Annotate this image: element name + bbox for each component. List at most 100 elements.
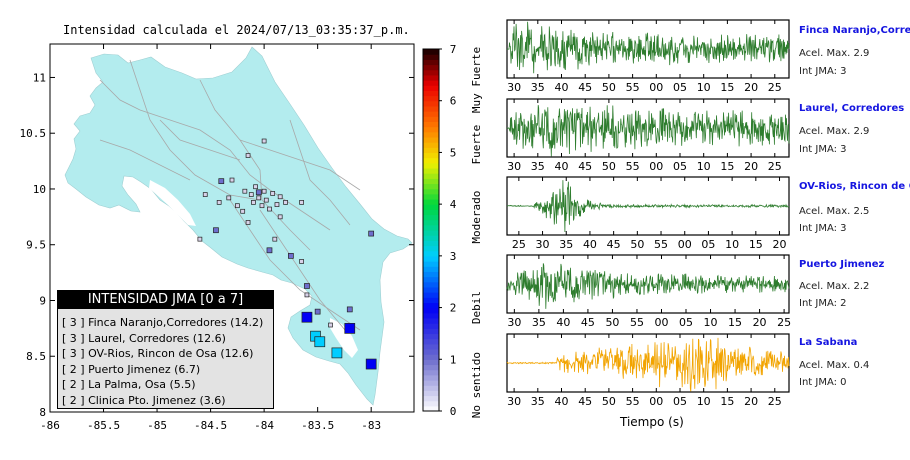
trace-tick-label: 05 [679, 316, 693, 329]
colorbar-band [423, 271, 439, 278]
legend-row: [ 2 ] Puerto Jimenez (6.7) [62, 362, 201, 376]
trace-tick-label: 20 [753, 316, 767, 329]
colorbar-band [423, 162, 439, 169]
trace-tick-label: 55 [626, 81, 640, 94]
station-marker [314, 336, 326, 348]
time-axis-title: Tiempo (s) [620, 415, 684, 429]
trace-tick-label: 40 [556, 316, 570, 329]
trace-tick-label: 50 [602, 160, 616, 173]
trace-tick-label: 15 [720, 160, 734, 173]
colorbar-band [423, 80, 439, 86]
colorbar-zone-label: No sentido [470, 352, 483, 418]
station-marker [202, 192, 208, 197]
nicoya-gulf [149, 180, 196, 226]
station-marker [304, 292, 310, 298]
colorbar-tick-label: 2 [450, 302, 457, 315]
trace-tick-label: 35 [531, 160, 545, 173]
station-name: Puerto Jimenez [799, 259, 885, 270]
trace-tick-label: 20 [773, 238, 787, 251]
station-marker [365, 358, 377, 370]
colorbar-band [423, 126, 439, 133]
colorbar-band [423, 54, 439, 60]
colorbar-band [423, 95, 439, 102]
colorbar-band [423, 157, 439, 164]
y-tick-label: 9.5 [26, 239, 46, 252]
trace-tick-label: 00 [678, 238, 692, 251]
trace-tick-label: 30 [536, 238, 550, 251]
colorbar-band [423, 69, 439, 76]
station-marker [235, 203, 240, 209]
colorbar-band [423, 364, 439, 371]
colorbar-band [423, 209, 439, 216]
trace-tick-label: 35 [531, 395, 545, 408]
station-intensity: Int JMA: 2 [799, 298, 847, 309]
colorbar-band [423, 90, 439, 97]
road [199, 79, 311, 251]
trace-tick-label: 45 [607, 238, 621, 251]
colorbar-tick-label: 1 [450, 353, 457, 366]
station-name: Laurel, Corredores [799, 103, 905, 114]
legend-row: [ 3 ] Laurel, Corredores (12.6) [62, 331, 226, 345]
station-name: Finca Naranjo,Corredores [799, 25, 910, 36]
colorbar-band [423, 136, 439, 143]
waveform-line [506, 180, 790, 233]
road [289, 119, 351, 226]
station-marker [263, 197, 269, 203]
trace-tick-label: 50 [630, 238, 644, 251]
road [259, 209, 346, 331]
colorbar-band [423, 64, 439, 71]
trace-tick-label: 45 [578, 81, 592, 94]
trace-tick-label: 15 [728, 316, 742, 329]
trace-tick-label: 10 [697, 395, 711, 408]
station-accel: Acel. Max. 0.4 [799, 360, 870, 371]
waveform-line [506, 21, 790, 74]
trace-tick-label: 45 [581, 316, 595, 329]
y-tick-label: 8.5 [26, 350, 46, 363]
trace-tick-label: 35 [559, 238, 573, 251]
colorbar-band [423, 400, 439, 407]
map-axis-ticks: -86 -85.5 -85 -84.5 -84 -83.5 -83 8 8.5 9 9.5 10 10.… [20, 44, 414, 432]
trace-tick-label: 40 [555, 160, 569, 173]
waveform-line [506, 105, 790, 157]
trace-tick-label: 15 [749, 238, 763, 251]
colorbar-band [423, 354, 439, 360]
station-marker [266, 247, 273, 254]
colorbar-tick-label: 5 [450, 146, 457, 159]
colorbar-band [423, 219, 439, 226]
x-tick-label: -84 [254, 419, 274, 432]
station-marker [277, 214, 283, 220]
colorbar-band [423, 374, 439, 381]
trace-tick-label: 30 [507, 316, 521, 329]
colorbar-band [423, 167, 439, 174]
colorbar-band [423, 359, 439, 366]
trace-tick-label: 30 [507, 81, 521, 94]
station-marker [253, 184, 258, 190]
colorbar-band [423, 105, 439, 112]
colorbar-tick-label: 7 [450, 43, 457, 56]
road [159, 119, 241, 161]
station-name: La Sabana [799, 337, 858, 348]
colorbar-band [423, 369, 439, 376]
trace-tick-label: 20 [744, 395, 758, 408]
station-marker [213, 227, 219, 234]
colorbar-band [423, 198, 439, 205]
station-intensity: Int JMA: 3 [799, 144, 847, 155]
trace-tick-label: 25 [768, 160, 782, 173]
colorbar-band [423, 142, 439, 148]
colorbar-band [423, 152, 439, 159]
station-intensity: Int JMA: 3 [799, 66, 847, 77]
trace-tick-label: 05 [673, 395, 687, 408]
trace-tick-label: 15 [720, 81, 734, 94]
colorbar-band [423, 405, 439, 412]
station-accel: Acel. Max. 2.9 [799, 126, 870, 137]
y-tick-label: 10 [33, 183, 46, 196]
trace-tick-label: 35 [531, 81, 545, 94]
road [99, 79, 331, 231]
x-tick-label: -83.5 [301, 419, 334, 432]
colorbar-band [423, 312, 439, 319]
station-marker [256, 195, 262, 201]
station-markers [197, 138, 377, 370]
trace-tick-label: 00 [654, 316, 668, 329]
colorbar-band [423, 286, 439, 293]
